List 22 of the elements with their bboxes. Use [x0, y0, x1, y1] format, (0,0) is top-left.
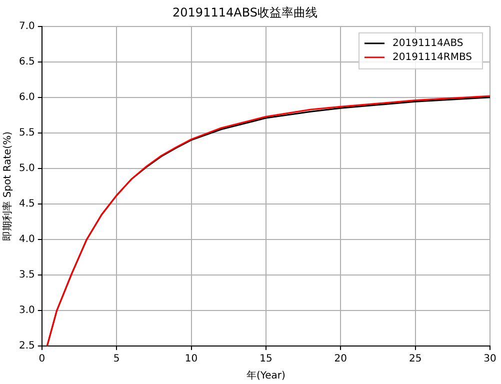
- y-tick-label: 5.0: [18, 163, 35, 174]
- y-tick-label: 7.0: [18, 20, 35, 32]
- y-tick-label: 4.0: [18, 234, 35, 246]
- x-tick-label: 5: [113, 354, 120, 365]
- y-tick-label: 3.0: [18, 305, 35, 316]
- y-axis-title: 即期利率 Spot Rate(%): [2, 131, 14, 241]
- x-tick-label: 30: [484, 354, 496, 365]
- chart-title: 20191114ABS收益率曲线: [172, 5, 318, 20]
- x-tick-label: 10: [184, 354, 198, 365]
- legend-label: 20191114ABS: [392, 38, 464, 49]
- y-tick-label: 6.0: [18, 92, 35, 104]
- legend-label: 20191114RMBS: [392, 52, 472, 63]
- y-tick-label: 2.5: [18, 340, 35, 352]
- x-tick-label: 0: [38, 354, 46, 365]
- y-tick-label: 4.5: [18, 198, 35, 210]
- y-tick-label: 3.5: [18, 270, 35, 281]
- y-tick-label: 6.5: [18, 56, 35, 68]
- x-tick-label: 15: [260, 354, 272, 365]
- x-tick-label: 25: [408, 354, 422, 365]
- x-axis-title: 年(Year): [246, 370, 286, 382]
- x-tick-label: 20: [334, 354, 347, 365]
- y-tick-label: 5.5: [18, 128, 35, 139]
